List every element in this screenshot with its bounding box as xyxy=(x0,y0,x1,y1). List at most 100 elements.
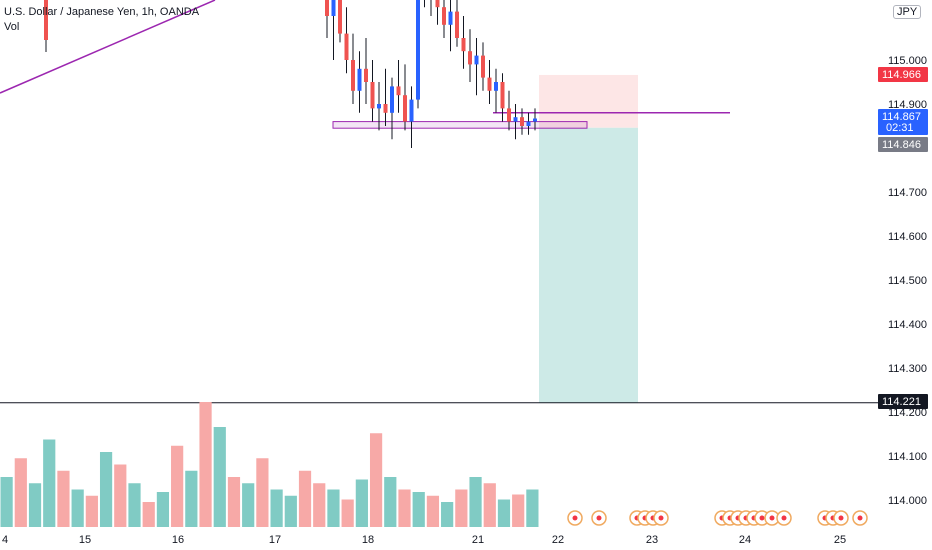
x-tick-label: 24 xyxy=(739,534,751,546)
support-zone xyxy=(332,121,588,129)
y-tick-label: 114.500 xyxy=(888,275,927,287)
volume-bar xyxy=(213,427,226,527)
candle xyxy=(481,55,485,78)
volume-bar xyxy=(526,489,539,527)
y-tick-label: 114.200 xyxy=(888,407,927,419)
price-tag-value: 114.846 xyxy=(882,139,921,151)
take-profit-zone xyxy=(539,127,638,403)
volume-bar xyxy=(128,483,141,527)
x-tick-label: 16 xyxy=(172,534,184,546)
event-marker-dot xyxy=(572,515,578,521)
volume-bar xyxy=(270,489,283,527)
price-tag-countdown: 02:31 xyxy=(886,122,914,134)
currency-badge[interactable]: JPY xyxy=(893,5,922,19)
stop-loss-zone xyxy=(539,74,638,128)
candle xyxy=(383,104,388,113)
candle xyxy=(507,108,511,122)
price-tag xyxy=(878,394,928,409)
volume-bar xyxy=(114,464,127,527)
candle xyxy=(500,82,505,109)
volume-bar xyxy=(412,492,425,527)
candle xyxy=(44,0,48,40)
volume-bar xyxy=(57,470,70,527)
candle xyxy=(364,68,368,82)
y-tick-label: 114.700 xyxy=(888,187,927,199)
volume-bar xyxy=(441,502,454,527)
candle xyxy=(494,82,498,91)
y-tick-label: 114.400 xyxy=(888,319,927,331)
price-tag-value: 114.867 xyxy=(882,111,921,123)
y-tick-label: 114.000 xyxy=(888,495,927,507)
candle xyxy=(448,11,453,25)
symbol-title: U.S. Dollar / Japanese Yen, 1h, OANDA xyxy=(4,6,200,18)
price-tag xyxy=(878,109,928,135)
candle xyxy=(338,0,342,34)
y-tick-label: 114.600 xyxy=(888,231,927,243)
event-marker-dot xyxy=(596,515,602,521)
candle xyxy=(533,118,537,122)
volume-bar xyxy=(242,483,255,527)
volume-bar xyxy=(284,495,297,527)
volume-bar xyxy=(28,483,42,527)
volume-bar xyxy=(0,477,13,527)
volume-bar xyxy=(455,489,468,527)
x-tick-label: 4 xyxy=(2,534,8,546)
event-marker-dot xyxy=(769,515,775,521)
volume-bar xyxy=(483,483,496,527)
x-tick-label: 23 xyxy=(646,534,658,546)
x-tick-label: 21 xyxy=(472,534,484,546)
volume-bar xyxy=(497,499,511,527)
price-tag-value: 114.966 xyxy=(882,69,921,81)
candle xyxy=(325,0,329,16)
volume-bar xyxy=(71,489,84,527)
candle xyxy=(416,0,420,100)
candle xyxy=(351,60,355,91)
candle xyxy=(468,51,472,65)
candle xyxy=(396,86,401,96)
event-marker-dot xyxy=(658,515,664,521)
candle xyxy=(331,0,336,16)
x-tick-label: 17 xyxy=(269,534,281,546)
volume-bar xyxy=(512,494,525,527)
candle xyxy=(513,117,518,122)
volume-bar xyxy=(298,470,312,527)
volume-bar xyxy=(256,458,269,527)
y-tick-label: 115.000 xyxy=(888,55,927,67)
volume-bar xyxy=(369,433,383,527)
candle xyxy=(461,38,466,52)
y-tick-label: 114.100 xyxy=(888,451,927,463)
x-tick-label: 15 xyxy=(79,534,91,546)
candle xyxy=(526,121,531,126)
price-tag xyxy=(878,137,928,152)
candle xyxy=(455,11,459,38)
volume-bar xyxy=(99,452,113,527)
volume-bar xyxy=(355,479,368,527)
candle xyxy=(520,117,524,126)
candle xyxy=(435,0,440,8)
candle xyxy=(403,95,407,122)
volume-bar xyxy=(398,489,411,527)
volume-bar xyxy=(384,477,397,527)
volume-label: Vol xyxy=(4,21,20,33)
volume-bar xyxy=(185,470,198,527)
trendline xyxy=(0,0,216,94)
x-tick-label: 22 xyxy=(552,534,564,546)
volume-bar xyxy=(469,477,482,527)
candle xyxy=(377,104,381,109)
volume-bar xyxy=(156,492,170,527)
event-marker-dot xyxy=(838,515,844,521)
volume-bar xyxy=(341,499,354,527)
candle xyxy=(390,86,394,113)
event-marker-dot xyxy=(857,515,863,521)
candle xyxy=(344,33,349,60)
price-tag xyxy=(878,67,928,82)
volume-bar xyxy=(85,495,98,527)
event-marker-dot xyxy=(759,515,765,521)
candle xyxy=(409,99,414,122)
candle xyxy=(442,7,446,25)
event-marker-dot xyxy=(781,515,787,521)
price-tag-value: 114.221 xyxy=(882,396,921,408)
y-tick-label: 114.300 xyxy=(888,363,927,375)
x-tick-label: 25 xyxy=(834,534,846,546)
